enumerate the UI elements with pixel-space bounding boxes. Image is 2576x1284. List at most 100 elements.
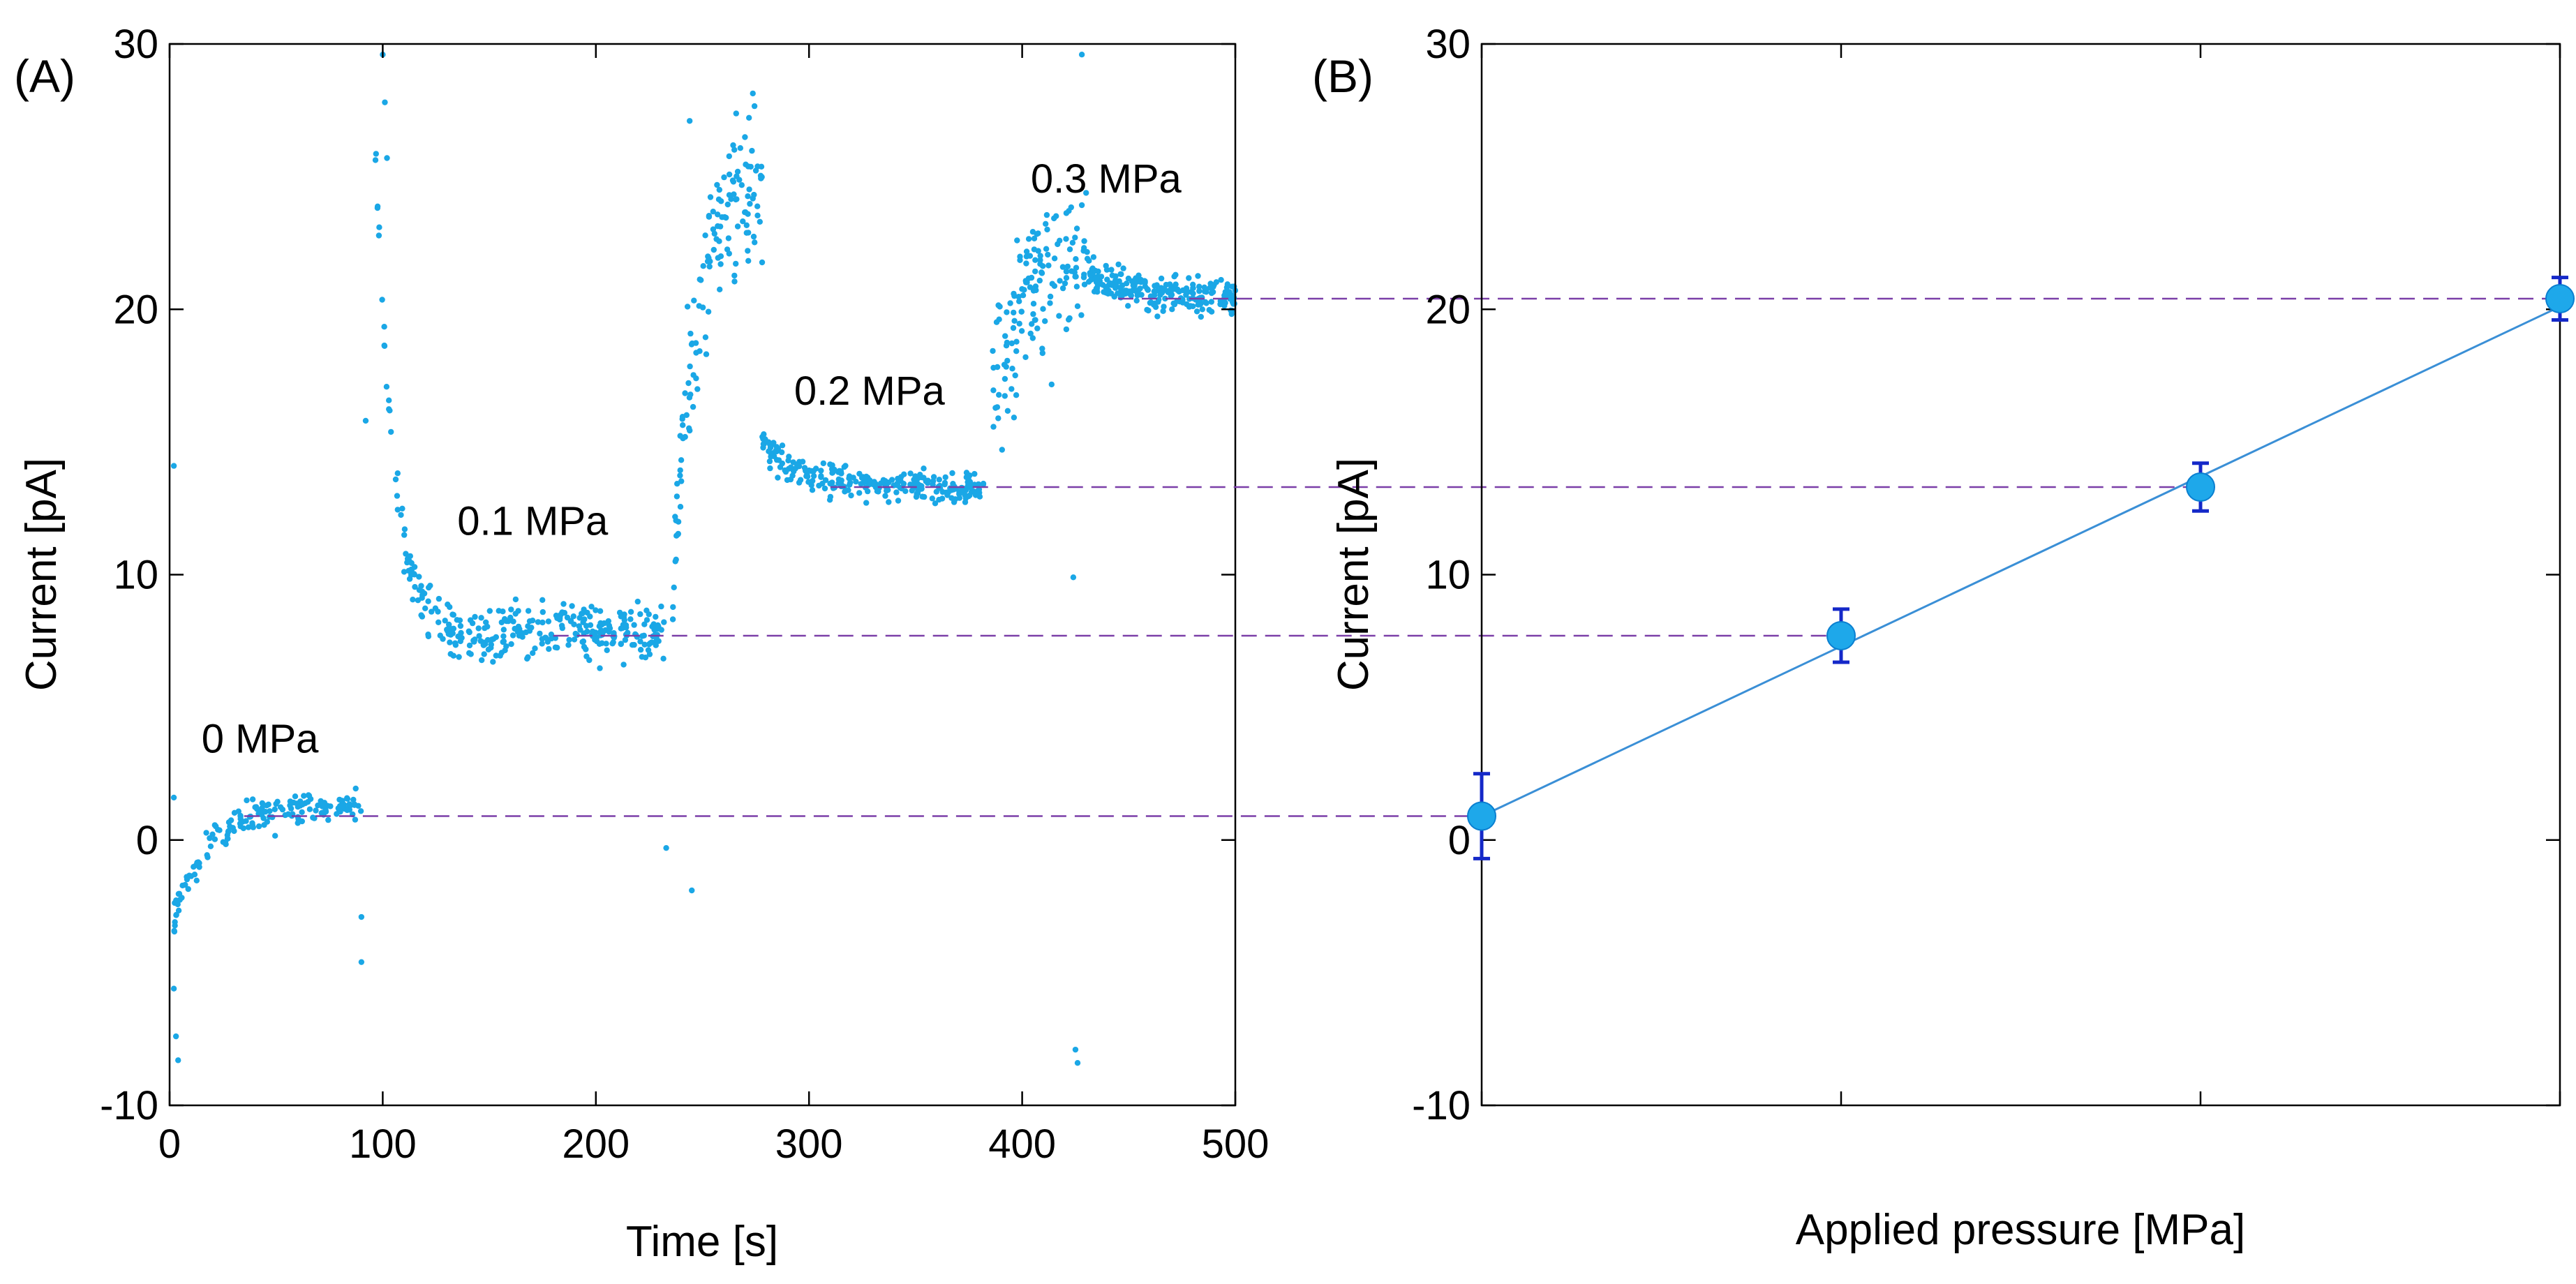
data-point <box>1208 299 1215 305</box>
data-point <box>1202 299 1209 305</box>
data-point <box>721 174 727 181</box>
data-point <box>1051 255 1058 262</box>
data-point <box>1190 281 1196 288</box>
data-point <box>766 439 772 445</box>
data-point <box>1125 303 1131 309</box>
data-point <box>818 468 824 474</box>
data-point <box>444 627 450 633</box>
data-point <box>1029 229 1036 235</box>
data-point <box>995 415 1002 421</box>
data-point <box>344 796 351 802</box>
data-point <box>307 796 314 802</box>
data-point <box>1056 313 1062 319</box>
data-point <box>350 796 357 803</box>
data-point <box>718 198 724 204</box>
data-point <box>1193 308 1200 315</box>
data-point <box>313 807 319 814</box>
data-point <box>295 820 301 826</box>
data-point <box>915 481 921 487</box>
data-point <box>235 808 241 814</box>
data-point <box>488 645 494 651</box>
data-point <box>1042 318 1048 324</box>
data-point-outlier <box>1078 52 1085 58</box>
data-point <box>351 802 357 808</box>
data-point <box>990 364 997 371</box>
data-point <box>682 390 688 396</box>
data-point <box>392 476 399 483</box>
data-point <box>409 570 415 577</box>
data-point <box>686 425 692 431</box>
data-point <box>737 145 744 151</box>
data-point <box>1196 301 1202 307</box>
data-point <box>1231 300 1237 307</box>
data-point <box>710 246 717 253</box>
data-point <box>848 492 854 499</box>
data-point <box>191 864 197 870</box>
data-point <box>900 481 907 487</box>
data-point <box>519 630 526 636</box>
data-point <box>1030 301 1037 307</box>
data-point <box>971 470 978 477</box>
data-point <box>1048 381 1055 388</box>
data-point <box>731 147 738 153</box>
data-point <box>191 872 198 878</box>
data-point <box>952 496 959 502</box>
data-point <box>749 147 755 154</box>
data-point <box>597 665 603 671</box>
data-point <box>398 512 404 518</box>
data-point <box>561 610 568 616</box>
data-point <box>669 616 676 622</box>
data-point <box>419 588 426 595</box>
data-point <box>705 308 712 315</box>
data-point <box>325 816 332 823</box>
data-point <box>1017 253 1023 260</box>
data-point <box>714 211 721 218</box>
panel-a-x-tick-label: 0 <box>158 1121 181 1167</box>
data-point <box>819 480 826 487</box>
data-point <box>490 659 496 665</box>
data-point <box>692 340 699 346</box>
data-point <box>383 384 390 390</box>
data-point <box>967 492 973 498</box>
data-point <box>1195 273 1201 279</box>
data-point <box>394 493 401 499</box>
data-point <box>1084 255 1091 262</box>
data-point <box>1111 294 1117 300</box>
data-point <box>442 618 448 624</box>
data-point <box>475 625 482 632</box>
data-point <box>888 477 895 483</box>
data-point <box>1008 386 1015 392</box>
data-point <box>841 464 847 470</box>
data-point <box>1117 271 1124 277</box>
data-point <box>716 238 722 244</box>
data-point <box>372 157 379 163</box>
data-point <box>856 490 863 496</box>
data-point <box>225 819 232 826</box>
data-point <box>179 882 186 889</box>
data-point <box>175 907 182 914</box>
data-point <box>1027 330 1034 337</box>
data-point <box>559 625 565 632</box>
data-point <box>696 303 702 309</box>
data-point <box>264 819 270 825</box>
data-point <box>249 796 256 802</box>
data-point <box>648 639 655 645</box>
data-point <box>565 642 572 648</box>
data-point <box>1144 306 1150 313</box>
data-point <box>637 639 643 645</box>
data-point <box>939 495 946 502</box>
data-point <box>687 363 693 370</box>
data-point <box>1059 264 1066 270</box>
data-point <box>230 825 236 831</box>
data-point <box>416 574 422 580</box>
data-point <box>758 163 765 170</box>
data-point <box>658 603 664 610</box>
panel-a-y-axis-label: Current [pA] <box>17 458 66 691</box>
data-point <box>401 526 408 532</box>
panel-a-x-tick-label: 300 <box>775 1121 843 1167</box>
data-point <box>386 397 392 403</box>
data-point <box>587 622 594 628</box>
data-point <box>745 257 752 264</box>
data-point <box>702 232 708 239</box>
data-point <box>581 616 588 622</box>
